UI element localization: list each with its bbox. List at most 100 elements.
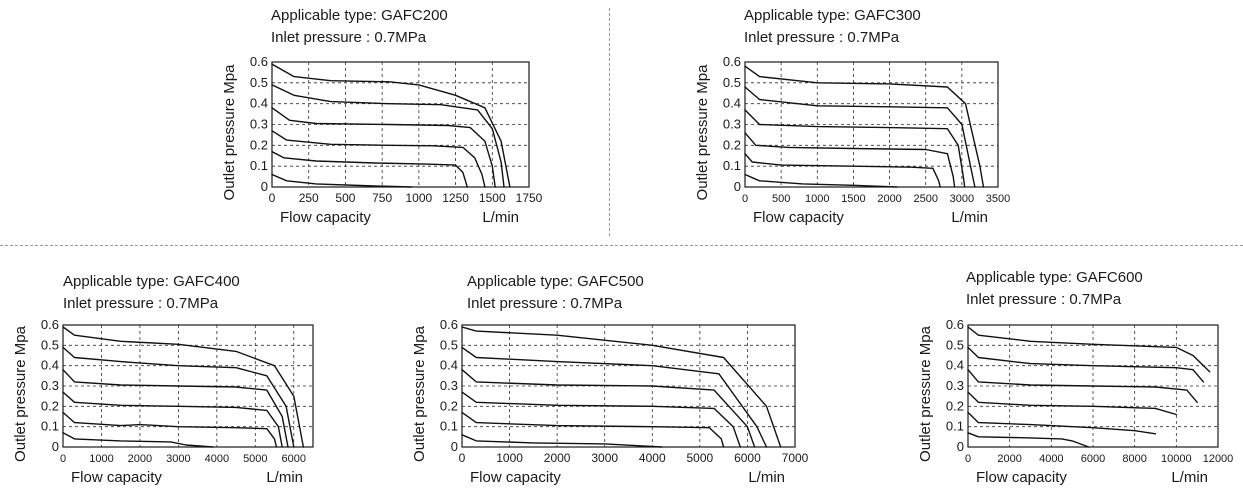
- series-line-1: [271, 173, 413, 188]
- x-tick-label: 1000: [496, 451, 523, 465]
- x-tick-label: 1000: [89, 453, 113, 465]
- plot-frame: [62, 324, 314, 448]
- y-tick-label: 0: [451, 439, 458, 454]
- chart-title: Applicable type: GAFC400: [63, 273, 240, 290]
- x-axis-label: Flow capacity: [976, 469, 1067, 486]
- y-tick-label: 0.3: [250, 117, 268, 132]
- x-tick-label: 750: [372, 191, 392, 205]
- y-tick-label: 0.1: [723, 158, 741, 173]
- y-tick-label: 0: [957, 439, 964, 454]
- x-axis-unit: L/min: [1171, 469, 1208, 486]
- series-line-2: [744, 152, 941, 188]
- x-tick-label: 2500: [913, 193, 937, 205]
- series-line-4: [967, 369, 1198, 403]
- plot-frame: [461, 324, 796, 448]
- chart-3: Applicable type: GAFC400 Inlet pressure :…: [12, 273, 314, 486]
- x-tick-label: 500: [335, 191, 355, 205]
- y-tick-label: 0.1: [440, 419, 458, 434]
- series-line-4: [62, 369, 289, 448]
- series-line-5: [271, 84, 505, 188]
- chart-5: Applicable type: GAFC600 Inlet pressure :…: [917, 269, 1233, 486]
- y-tick-label: 0.3: [440, 378, 458, 393]
- y-tick-label: 0.2: [723, 137, 741, 152]
- x-axis-unit: L/min: [482, 209, 519, 226]
- y-tick-label: 0: [52, 439, 59, 454]
- series-line-6: [62, 326, 305, 448]
- x-tick-label: 3000: [166, 453, 190, 465]
- y-tick-label: 0.2: [440, 398, 458, 413]
- y-axis-label: Outlet pressure Mpa: [694, 64, 711, 201]
- series-line-5: [744, 86, 976, 188]
- x-axis-unit: L/min: [266, 469, 303, 486]
- x-tick-label: 1750: [516, 191, 543, 205]
- series-line-3: [271, 130, 486, 188]
- y-tick-label: 0.1: [41, 419, 59, 434]
- chart-subtitle: Inlet pressure : 0.7MPa: [966, 291, 1122, 308]
- y-tick-label: 0.6: [440, 317, 458, 332]
- x-axis-unit: L/min: [951, 209, 988, 226]
- x-tick-label: 12000: [1203, 453, 1234, 465]
- x-tick-label: 1250: [442, 191, 469, 205]
- y-tick-label: 0.2: [946, 398, 964, 413]
- x-tick-label: 2000: [877, 193, 901, 205]
- chart-subtitle: Inlet pressure : 0.7MPa: [63, 295, 219, 312]
- y-tick-label: 0.1: [250, 158, 268, 173]
- x-tick-label: 0: [965, 453, 971, 465]
- y-tick-label: 0.4: [440, 358, 458, 373]
- y-tick-label: 0.2: [250, 137, 268, 152]
- series-line-2: [967, 411, 1157, 435]
- series-line-1: [461, 434, 663, 448]
- series-line-3: [62, 391, 283, 448]
- chart-title: Applicable type: GAFC500: [467, 273, 644, 290]
- x-tick-label: 2000: [128, 453, 152, 465]
- chart-4: Applicable type: GAFC500 Inlet pressure :…: [411, 273, 809, 486]
- y-tick-label: 0: [261, 179, 268, 194]
- x-tick-label: 3500: [986, 193, 1010, 205]
- series-line-3: [461, 391, 741, 448]
- y-tick-label: 0.6: [250, 54, 268, 69]
- chart-2: Applicable type: GAFC300 Inlet pressure :…: [694, 7, 1010, 226]
- y-tick-label: 0.1: [946, 419, 964, 434]
- x-tick-label: 3000: [950, 193, 974, 205]
- chart-subtitle: Inlet pressure : 0.7MPa: [271, 29, 427, 46]
- x-tick-label: 0: [269, 191, 276, 205]
- x-tick-label: 1000: [406, 191, 433, 205]
- series-line-1: [744, 173, 898, 188]
- x-axis-label: Flow capacity: [470, 469, 561, 486]
- y-tick-label: 0.6: [41, 317, 59, 332]
- x-tick-label: 4000: [1039, 453, 1063, 465]
- x-tick-label: 1500: [841, 193, 865, 205]
- y-tick-label: 0.5: [723, 75, 741, 90]
- series-line-6: [744, 65, 985, 188]
- x-tick-label: 6000: [734, 451, 761, 465]
- series-line-3: [744, 132, 956, 188]
- y-tick-label: 0.4: [723, 96, 741, 111]
- x-axis-label: Flow capacity: [280, 209, 371, 226]
- chart-title: Applicable type: GAFC200: [271, 7, 448, 24]
- plot-frame: [744, 61, 999, 188]
- horizontal-divider: [0, 245, 1243, 246]
- series-line-5: [967, 346, 1205, 383]
- x-tick-label: 8000: [1122, 453, 1146, 465]
- series-line-6: [271, 63, 511, 188]
- y-axis-label: Outlet pressure Mpa: [221, 64, 238, 201]
- chart-1: Applicable type: GAFC200 Inlet pressure :…: [221, 7, 543, 226]
- series-line-4: [271, 107, 496, 188]
- y-tick-label: 0.6: [723, 54, 741, 69]
- chart-subtitle: Inlet pressure : 0.7MPa: [744, 29, 900, 46]
- series-line-1: [967, 432, 1090, 448]
- y-tick-label: 0.4: [250, 96, 268, 111]
- y-tick-label: 0.4: [41, 358, 59, 373]
- y-axis-label: Outlet pressure Mpa: [12, 325, 29, 462]
- series-line-5: [461, 346, 768, 448]
- x-axis-unit: L/min: [748, 469, 785, 486]
- y-tick-label: 0.3: [41, 378, 59, 393]
- x-tick-label: 1500: [479, 191, 506, 205]
- x-tick-label: 6000: [282, 453, 306, 465]
- plot-frame: [967, 324, 1219, 448]
- x-tick-label: 3000: [591, 451, 618, 465]
- x-tick-label: 2000: [997, 453, 1021, 465]
- y-tick-label: 0.5: [250, 75, 268, 90]
- series-line-2: [271, 150, 468, 188]
